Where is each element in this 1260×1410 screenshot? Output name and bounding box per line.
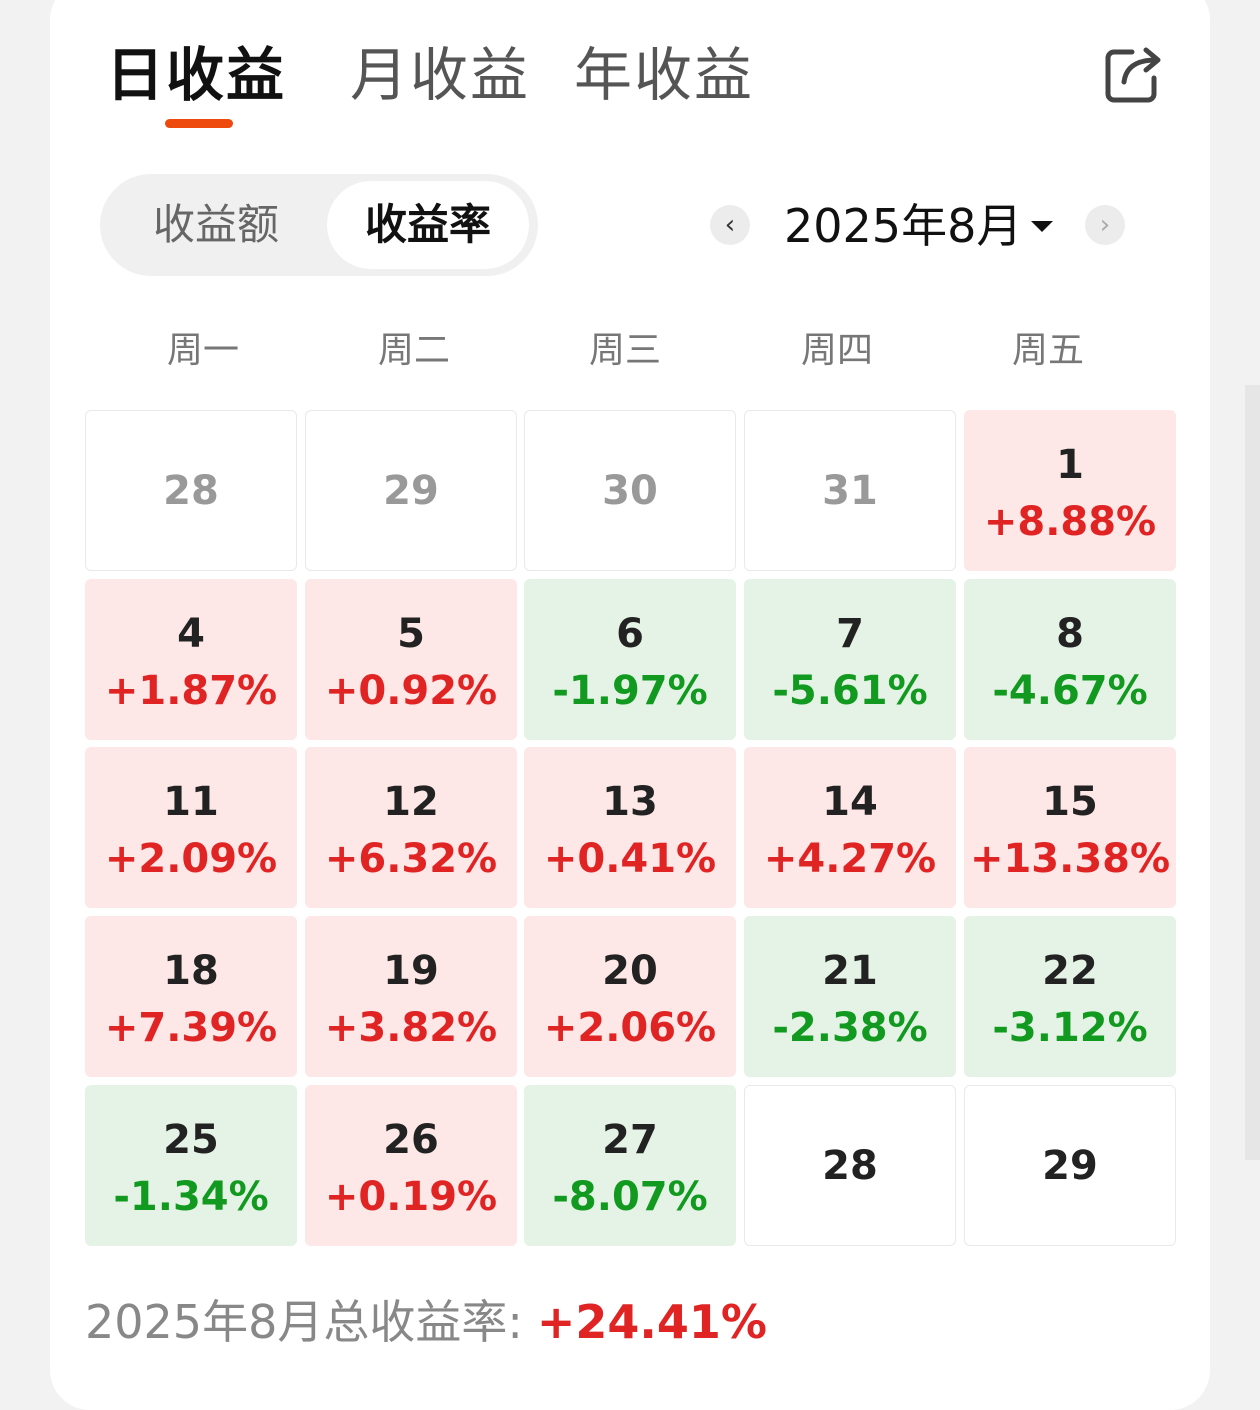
calendar-day-rate: +1.87% bbox=[104, 668, 278, 714]
calendar-day-number: 4 bbox=[177, 611, 205, 657]
calendar-day-cell[interactable]: 29 bbox=[305, 410, 517, 571]
calendar-day-number: 25 bbox=[163, 1117, 219, 1163]
calendar-day-rate: +0.92% bbox=[324, 668, 498, 714]
share-icon[interactable] bbox=[1102, 44, 1164, 106]
monthly-total: 2025年8月总收益率: +24.41% bbox=[85, 1294, 767, 1350]
calendar-day-number: 13 bbox=[602, 779, 658, 825]
calendar-day-cell[interactable]: 28 bbox=[744, 1085, 956, 1246]
calendar-day-cell[interactable]: 7 -5.61% bbox=[744, 579, 956, 740]
calendar-day-cell[interactable]: 30 bbox=[524, 410, 736, 571]
calendar-day-number: 11 bbox=[163, 779, 219, 825]
caret-down-icon[interactable] bbox=[1031, 221, 1053, 232]
calendar-day-rate: +3.82% bbox=[324, 1005, 498, 1051]
calendar-day-number: 28 bbox=[163, 468, 219, 514]
calendar-day-rate: -3.12% bbox=[992, 1005, 1148, 1051]
calendar-day-cell[interactable]: 21 -2.38% bbox=[744, 916, 956, 1077]
calendar-day-number: 20 bbox=[602, 948, 658, 994]
calendar-day-number: 12 bbox=[383, 779, 439, 825]
monthly-total-label: 2025年8月总收益率: bbox=[85, 1295, 523, 1349]
calendar-day-number: 29 bbox=[383, 468, 439, 514]
calendar-day-rate: -8.07% bbox=[552, 1174, 708, 1220]
calendar-day-rate: +0.19% bbox=[324, 1174, 498, 1220]
calendar-day-cell[interactable]: 5 +0.92% bbox=[305, 579, 517, 740]
calendar-day-number: 19 bbox=[383, 948, 439, 994]
tab-daily-income[interactable]: 日收益 bbox=[106, 41, 287, 109]
calendar-day-number: 8 bbox=[1056, 611, 1084, 657]
calendar-day-rate: +0.41% bbox=[543, 836, 717, 882]
weekday-tue: 周二 bbox=[377, 330, 450, 371]
weekday-mon: 周一 bbox=[166, 330, 239, 371]
calendar-day-number: 18 bbox=[163, 948, 219, 994]
calendar-day-cell[interactable]: 29 bbox=[964, 1085, 1176, 1246]
calendar-day-number: 26 bbox=[383, 1117, 439, 1163]
calendar-day-cell[interactable]: 6 -1.97% bbox=[524, 579, 736, 740]
calendar-day-number: 27 bbox=[602, 1117, 658, 1163]
calendar-day-rate: -4.67% bbox=[992, 668, 1148, 714]
calendar-day-cell[interactable]: 12 +6.32% bbox=[305, 747, 517, 908]
tab-yearly-income[interactable]: 年收益 bbox=[574, 41, 755, 109]
calendar-day-rate: +8.88% bbox=[983, 499, 1157, 545]
income-type-toggle: 收益额 收益率 bbox=[100, 174, 538, 276]
calendar-day-cell[interactable]: 20 +2.06% bbox=[524, 916, 736, 1077]
calendar-day-cell[interactable]: 11 +2.09% bbox=[85, 747, 297, 908]
active-tab-indicator bbox=[165, 119, 233, 128]
calendar-day-number: 1 bbox=[1056, 442, 1084, 488]
month-selector[interactable]: 2025年8月 bbox=[784, 199, 1023, 253]
calendar-day-cell[interactable]: 19 +3.82% bbox=[305, 916, 517, 1077]
calendar-day-cell[interactable]: 13 +0.41% bbox=[524, 747, 736, 908]
calendar-day-cell[interactable]: 26 +0.19% bbox=[305, 1085, 517, 1246]
calendar-day-rate: -2.38% bbox=[772, 1005, 928, 1051]
calendar-day-cell[interactable]: 1 +8.88% bbox=[964, 410, 1176, 571]
calendar-day-rate: +2.06% bbox=[543, 1005, 717, 1051]
calendar-day-number: 21 bbox=[822, 948, 878, 994]
calendar-day-number: 31 bbox=[822, 468, 878, 514]
calendar-day-cell[interactable]: 25 -1.34% bbox=[85, 1085, 297, 1246]
calendar-day-cell[interactable]: 27 -8.07% bbox=[524, 1085, 736, 1246]
calendar-day-cell[interactable]: 31 bbox=[744, 410, 956, 571]
monthly-total-value: +24.41% bbox=[536, 1295, 767, 1349]
scrollbar[interactable] bbox=[1245, 385, 1260, 1160]
calendar-day-number: 22 bbox=[1042, 948, 1098, 994]
calendar-day-number: 28 bbox=[822, 1143, 878, 1189]
calendar-day-rate: +2.09% bbox=[104, 836, 278, 882]
calendar-day-cell[interactable]: 22 -3.12% bbox=[964, 916, 1176, 1077]
calendar-day-number: 15 bbox=[1042, 779, 1098, 825]
calendar-day-number: 30 bbox=[602, 468, 658, 514]
calendar-day-rate: +13.38% bbox=[969, 836, 1171, 882]
calendar-day-rate: +7.39% bbox=[104, 1005, 278, 1051]
calendar-day-rate: -1.34% bbox=[113, 1174, 269, 1220]
weekday-fri: 周五 bbox=[1011, 330, 1084, 371]
calendar-day-rate: -1.97% bbox=[552, 668, 708, 714]
calendar-day-number: 7 bbox=[836, 611, 864, 657]
weekday-thu: 周四 bbox=[800, 330, 873, 371]
calendar-day-rate: +4.27% bbox=[763, 836, 937, 882]
calendar-day-cell[interactable]: 14 +4.27% bbox=[744, 747, 956, 908]
calendar-day-number: 6 bbox=[616, 611, 644, 657]
calendar-day-cell[interactable]: 15 +13.38% bbox=[964, 747, 1176, 908]
calendar-day-rate: +6.32% bbox=[324, 836, 498, 882]
chevron-left-icon[interactable]: ‹ bbox=[710, 205, 750, 245]
chevron-right-icon[interactable]: › bbox=[1085, 205, 1125, 245]
calendar-day-number: 29 bbox=[1042, 1143, 1098, 1189]
calendar-day-number: 14 bbox=[822, 779, 878, 825]
calendar-day-cell[interactable]: 8 -4.67% bbox=[964, 579, 1176, 740]
calendar-day-cell[interactable]: 28 bbox=[85, 410, 297, 571]
calendar-day-rate: -5.61% bbox=[772, 668, 928, 714]
calendar-day-cell[interactable]: 18 +7.39% bbox=[85, 916, 297, 1077]
segment-income-amount[interactable]: 收益额 bbox=[152, 200, 279, 249]
weekday-wed: 周三 bbox=[588, 330, 661, 371]
calendar-day-number: 5 bbox=[397, 611, 425, 657]
calendar-day-cell[interactable]: 4 +1.87% bbox=[85, 579, 297, 740]
segment-income-rate[interactable]: 收益率 bbox=[327, 181, 529, 269]
tab-monthly-income[interactable]: 月收益 bbox=[350, 41, 531, 109]
